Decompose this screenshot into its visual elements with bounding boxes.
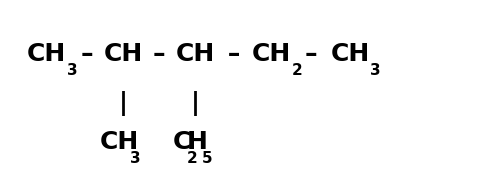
Text: CH: CH	[175, 42, 214, 66]
Text: 3: 3	[370, 63, 380, 78]
Text: 3: 3	[66, 63, 77, 78]
Text: H: H	[187, 130, 207, 154]
Text: CH: CH	[252, 42, 290, 66]
Text: CH: CH	[330, 42, 369, 66]
Text: CH: CH	[104, 42, 143, 66]
Text: CH: CH	[100, 130, 139, 154]
Text: –: –	[219, 42, 240, 66]
Text: |: |	[190, 91, 199, 116]
Text: C: C	[173, 130, 191, 154]
Text: 5: 5	[202, 151, 212, 166]
Text: 2: 2	[187, 151, 197, 166]
Text: –: –	[304, 42, 317, 66]
Text: –: –	[80, 42, 93, 66]
Text: 3: 3	[129, 151, 140, 166]
Text: 2: 2	[291, 63, 301, 78]
Text: –: –	[153, 42, 165, 66]
Text: |: |	[119, 91, 128, 116]
Text: CH: CH	[27, 42, 66, 66]
